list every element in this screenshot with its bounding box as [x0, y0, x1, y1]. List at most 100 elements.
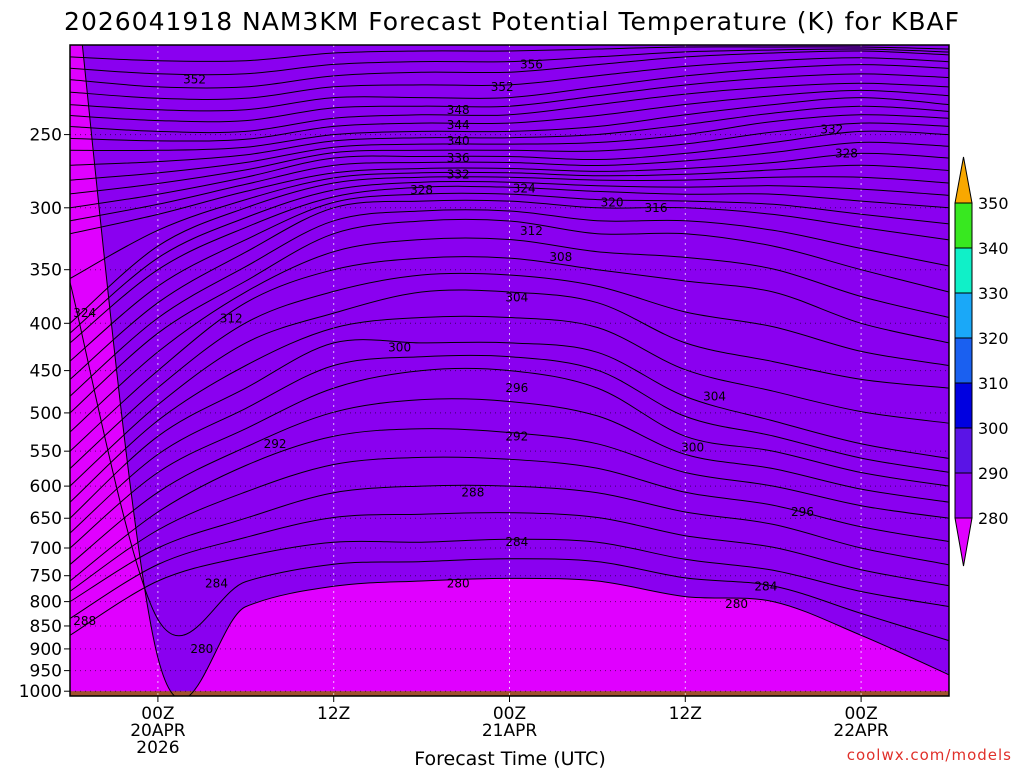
x-tick-label-0-1: 20APR: [130, 721, 186, 741]
isentrope-338: [70, 105, 949, 166]
x-tick-label-0-0: 00Z: [141, 704, 174, 724]
contour-label-320: 320: [601, 195, 624, 209]
isentrope-308: [70, 256, 949, 452]
chart-title: 2026041918 NAM3KM Forecast Potential Tem…: [64, 7, 960, 36]
contour-label-288: 288: [73, 614, 96, 628]
contour-label-348: 348: [447, 103, 470, 117]
isentrope-336: [70, 114, 949, 181]
pressure-axis: 250 300 350 400 450 500 550 600 650 700 750 800 850 9…: [19, 126, 70, 702]
y-tick-label-550: 550: [30, 442, 62, 462]
isentrope-contours: [70, 45, 949, 696]
contour-label-308: 308: [549, 250, 572, 264]
y-tick-label-650: 650: [30, 509, 62, 529]
isentrope-304: [70, 289, 949, 487]
isentrope-312: [70, 218, 949, 414]
contour-label-328: 328: [835, 146, 858, 160]
isentrope-318: [70, 192, 949, 362]
contour-label-300: 300: [388, 341, 411, 355]
isentrope-302: [70, 315, 949, 503]
y-tick-label-500: 500: [30, 404, 62, 424]
y-tick-label-850: 850: [30, 617, 62, 637]
colorbar-label-330: 330: [978, 284, 1009, 303]
isentrope-282: [70, 282, 949, 642]
y-tick-label-450: 450: [30, 362, 62, 382]
contour-label-300: 300: [681, 441, 704, 455]
colorbar-label-280: 280: [978, 509, 1009, 528]
isentrope-328: [70, 152, 949, 235]
isentrope-294: [70, 398, 949, 565]
isentrope-322: [70, 180, 949, 334]
colorbar-segment-300: [954, 382, 973, 429]
y-tick-label-350: 350: [30, 261, 62, 281]
contour-label-280: 280: [725, 597, 748, 611]
isentrope-344: [70, 82, 949, 134]
x-tick-label-36-0: 12Z: [669, 704, 702, 724]
colorbar-label-320: 320: [978, 329, 1009, 348]
y-tick-label-750: 750: [30, 567, 62, 587]
x-tick-label-48-1: 22APR: [833, 721, 889, 741]
isentrope-316: [70, 199, 949, 380]
contour-label-284: 284: [505, 535, 528, 549]
colorbar-label-310: 310: [978, 374, 1009, 393]
x-tick-label-24-1: 21APR: [482, 721, 538, 741]
contour-label-284: 284: [205, 577, 228, 591]
y-tick-label-300: 300: [30, 199, 62, 219]
isentrope-352: [70, 50, 949, 89]
contour-label-296: 296: [505, 381, 528, 395]
contour-label-292: 292: [264, 437, 287, 451]
isentrope-346: [70, 73, 949, 123]
contour-label-288: 288: [461, 486, 484, 500]
isentrope-296: [70, 367, 949, 549]
contour-label-324: 324: [73, 306, 96, 320]
contour-label-280: 280: [190, 642, 213, 656]
y-tick-label-1000: 1000: [19, 682, 62, 702]
contour-label-312: 312: [220, 311, 243, 325]
colorbar-segment-320: [954, 292, 973, 339]
isentrope-284: [70, 538, 949, 636]
y-tick-label-250: 250: [30, 126, 62, 146]
x-tick-label-48-0: 00Z: [844, 704, 877, 724]
contour-label-332: 332: [820, 123, 843, 137]
contour-label-352: 352: [491, 80, 514, 94]
colorbar-arrow-low: [954, 517, 973, 567]
colorbar-segment-340: [954, 202, 973, 249]
y-tick-label-600: 600: [30, 477, 62, 497]
isentrope-326: [70, 164, 949, 279]
y-tick-label-950: 950: [30, 662, 62, 682]
isentrope-332: [70, 130, 949, 209]
colorbar-arrow-high: [954, 156, 973, 204]
colorbar-segment-290: [954, 427, 973, 474]
y-tick-label-900: 900: [30, 640, 62, 660]
isentrope-356: [70, 46, 949, 62]
y-tick-label-700: 700: [30, 539, 62, 559]
isentrope-330: [70, 141, 949, 222]
isentrope-342: [70, 89, 949, 142]
contour-label-340: 340: [447, 134, 470, 148]
contour-label-312: 312: [520, 224, 543, 238]
x-tick-label-12-0: 12Z: [317, 704, 350, 724]
x-tick-label-24-0: 00Z: [493, 704, 526, 724]
isentrope-292: [70, 428, 949, 582]
filled-isentrope-bands: [70, 45, 949, 696]
x-tick-label-0-2: 2026: [136, 738, 179, 758]
contour-label-344: 344: [447, 118, 470, 132]
colorbar-label-290: 290: [978, 464, 1009, 483]
contour-label-356: 356: [520, 58, 543, 72]
contour-label-336: 336: [447, 151, 470, 165]
isentrope-354: [70, 48, 949, 76]
contour-label-280: 280: [447, 577, 470, 591]
contour-label-324: 324: [513, 182, 536, 196]
isentrope-334: [70, 122, 949, 195]
contour-label-296: 296: [791, 505, 814, 519]
colorbar-label-300: 300: [978, 419, 1009, 438]
isentrope-286: [70, 512, 949, 619]
contour-label-352: 352: [183, 73, 206, 87]
isentrope-350: [70, 57, 949, 100]
isentrope-348: [70, 64, 949, 112]
isentrope-300: [70, 339, 949, 519]
y-tick-label-400: 400: [30, 314, 62, 334]
contour-label-332: 332: [447, 167, 470, 181]
